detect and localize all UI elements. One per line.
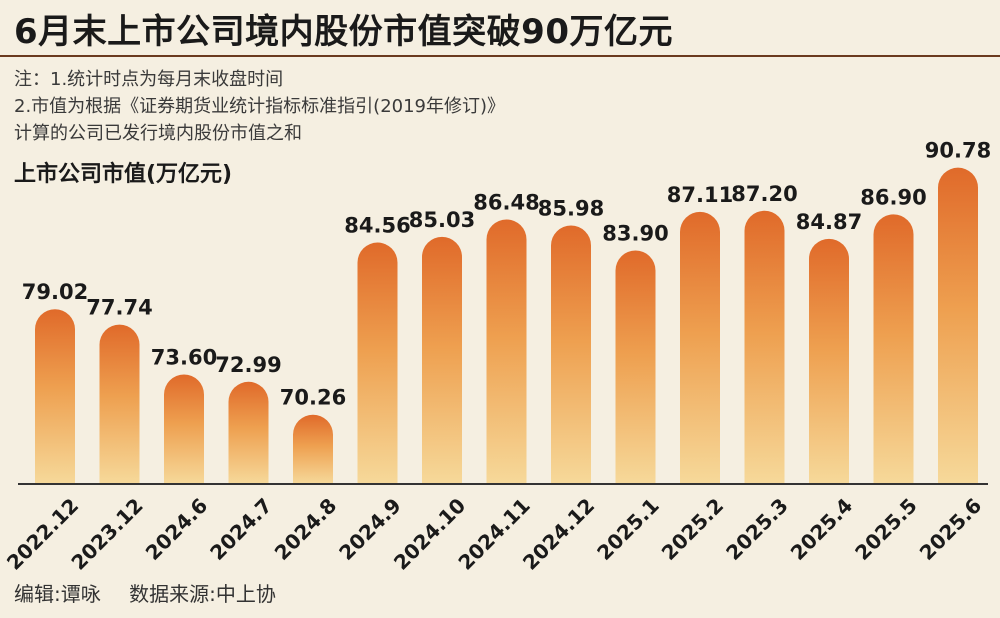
- bar-2024.7: [228, 381, 269, 484]
- bar-2025.4: [809, 238, 849, 484]
- chart-notes: 注：1.统计时点为每月末收盘时间 2.市值为根据《证券期货业统计指标标准指引(2…: [14, 66, 505, 147]
- value-label: 83.90: [602, 221, 668, 245]
- bar-2022.12: [35, 309, 75, 484]
- note-line-2: 2.市值为根据《证券期货业统计指标标准指引(2019年修订)》: [14, 96, 506, 117]
- bar-2025.6: [938, 167, 978, 484]
- note-line-3: 计算的公司已发行境内股份市值之和: [14, 123, 302, 144]
- value-label: 77.74: [86, 296, 152, 320]
- bar-2023.12: [99, 324, 140, 484]
- bar-2025.1: [615, 250, 656, 484]
- note-line-1: 注：1.统计时点为每月末收盘时间: [14, 69, 284, 90]
- value-label: 70.26: [280, 386, 346, 410]
- value-label: 73.60: [151, 345, 217, 369]
- x-tick-label: 2025.3: [721, 493, 793, 565]
- x-tick-label: 2024.8: [270, 493, 342, 565]
- x-tick-label: 2025.4: [786, 493, 858, 565]
- value-label: 79.02: [22, 280, 88, 304]
- value-label: 90.78: [925, 139, 991, 163]
- bar-2025.2: [680, 211, 720, 484]
- editor-credit: 编辑:谭咏: [14, 582, 101, 606]
- bar-2024.6: [164, 374, 204, 484]
- bar-2024.10: [422, 236, 462, 484]
- x-tick-label: 2023.12: [66, 493, 147, 574]
- bar-2024.11: [486, 219, 527, 485]
- x-tick-label: 2024.6: [141, 493, 213, 565]
- title-divider: [0, 55, 1000, 57]
- value-label: 84.56: [344, 214, 410, 238]
- value-label: 86.48: [473, 190, 539, 214]
- value-label: 87.20: [731, 182, 797, 206]
- bar-2025.5: [873, 214, 914, 485]
- value-label: 72.99: [215, 353, 281, 377]
- x-tick-label: 2025.2: [657, 493, 729, 565]
- bar-2024.9: [357, 242, 398, 484]
- value-label: 84.87: [796, 210, 862, 234]
- chart-footer: 编辑:谭咏 数据来源:中上协: [14, 578, 298, 607]
- value-label: 85.03: [409, 208, 475, 232]
- bar-2025.3: [744, 210, 785, 485]
- chart-title: 6月末上市公司境内股份市值突破90万亿元: [14, 12, 673, 52]
- data-source: 数据来源:中上协: [129, 582, 276, 606]
- bar-2024.12: [551, 225, 591, 484]
- value-label: 85.98: [538, 196, 604, 220]
- x-tick-label: 2024.12: [518, 493, 599, 574]
- x-tick-label: 2025.6: [915, 493, 987, 565]
- bar-2024.8: [293, 414, 333, 484]
- value-label: 86.90: [860, 185, 926, 209]
- y-axis-label: 上市公司市值(万亿元): [14, 162, 233, 187]
- x-tick-label: 2025.1: [592, 493, 664, 565]
- x-tick-label: 2025.5: [850, 493, 922, 565]
- x-tick-label: 2024.7: [205, 493, 277, 565]
- value-label: 87.11: [667, 183, 733, 207]
